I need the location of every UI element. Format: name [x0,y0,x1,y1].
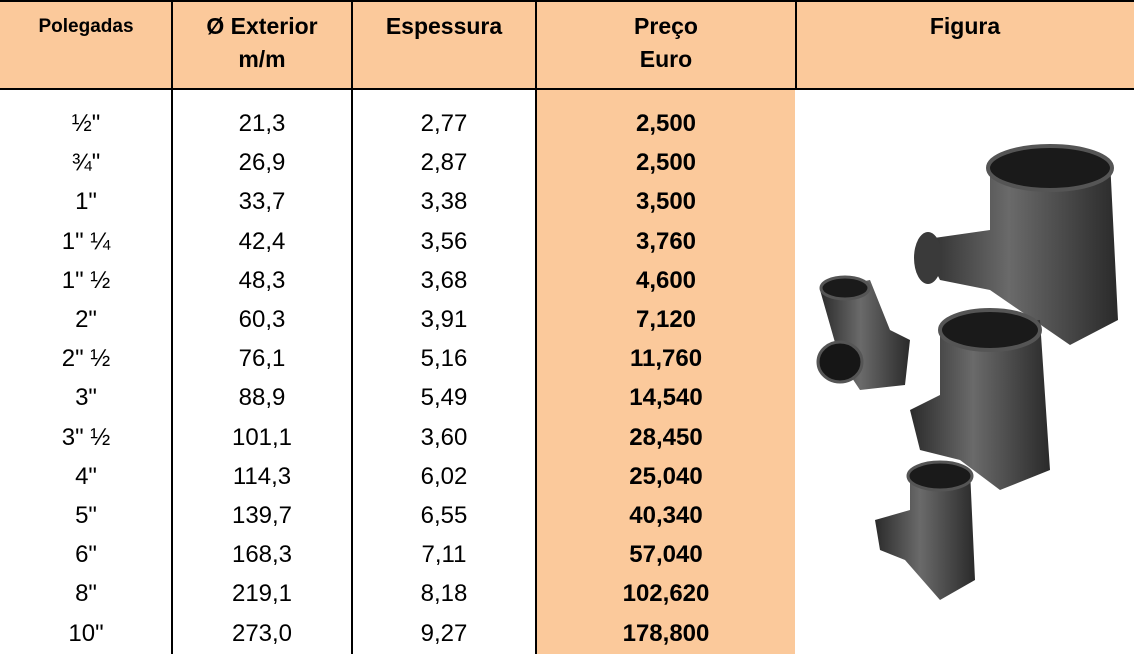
price-column-background [537,90,795,654]
table-cell: 42,4 [238,227,286,255]
table-cell: 3,56 [420,227,468,255]
price-cell: 3,760 [635,227,697,255]
table-cell: 3" [75,384,97,412]
table-cell: 139,7 [231,502,293,529]
header-text: Euro [639,46,693,72]
header-cell: Figura [796,0,1134,90]
column-line [171,0,173,654]
table-cell: 60,3 [238,306,286,333]
table-cell: 3" ½ [61,423,111,451]
header-text: Ø Exterior [206,13,318,39]
table-cell: 9,27 [420,619,468,647]
table-cell: 273,0 [231,619,293,647]
price-cell: 40,340 [629,502,703,529]
table-cell: 33,7 [238,188,286,216]
table-cell: 5" [75,502,97,529]
column-line [535,0,537,654]
table-cell: 88,9 [238,384,286,412]
table-cell: 3,68 [420,266,468,294]
table-cell: 219,1 [231,580,293,608]
table-cell: ¾" [71,149,101,177]
table-cell: 8,18 [420,580,468,608]
header-text: Polegadas [38,16,134,37]
price-cell: 25,040 [629,462,703,490]
table-cell: 2" [75,306,97,333]
table-cell: 2,77 [420,110,468,137]
table-cell: 7,11 [421,541,467,569]
table-cell: 101,1 [231,423,293,451]
price-cell: 2,500 [635,110,697,137]
price-cell: 11,760 [629,345,703,373]
table-cell: 3,38 [420,188,468,216]
price-cell: 57,040 [629,541,703,569]
table-cell: 5,16 [420,345,468,373]
price-cell: 3,500 [635,188,697,216]
table-cell: 48,3 [238,266,286,294]
table-cell: 21,3 [238,110,286,137]
header-text: Espessura [385,13,503,39]
price-cell: 14,540 [629,384,703,412]
table-cell: 1" ½ [61,266,111,294]
price-cell: 4,600 [635,266,697,294]
header-text: Preço [634,13,698,39]
table-cell: 8" [75,580,97,608]
header-cell: Polegadas [0,0,172,90]
table-cell: 3,91 [420,306,468,333]
table-cell: 6" [75,541,97,569]
price-cell: 2,500 [635,149,697,177]
header-cell: Preço Euro [536,0,796,90]
table-cell: 3,60 [420,423,468,451]
figure-image [816,144,1118,600]
table-cell: 114,3 [232,462,292,490]
price-cell: 28,450 [629,423,703,451]
price-cell: 7,120 [635,306,697,333]
table-cell: 168,3 [231,541,293,569]
column-line [795,0,797,90]
price-cell: 102,620 [622,580,710,608]
table-cell: 6,55 [420,502,468,529]
header-cell: Espessura [352,0,536,90]
table-cell: 1" ¼ [61,227,111,255]
table-cell: 4" [75,462,97,490]
header-text: Figura [929,13,1001,39]
table-cell: 2" ½ [61,345,111,373]
table-cell: 2,87 [420,149,468,177]
price-cell: 178,800 [622,619,710,647]
header-text: m/m [238,46,286,72]
table-cell: 76,1 [238,345,286,373]
table-cell: 10" [68,619,104,647]
table-cell: 26,9 [238,149,286,177]
table-cell: 5,49 [420,384,468,412]
column-line [351,0,353,654]
table-cell: ½" [71,110,101,137]
table-cell: 6,02 [420,462,468,490]
table-cell: 1" [75,188,97,216]
header-cell: Ø Exterior m/m [172,0,352,90]
